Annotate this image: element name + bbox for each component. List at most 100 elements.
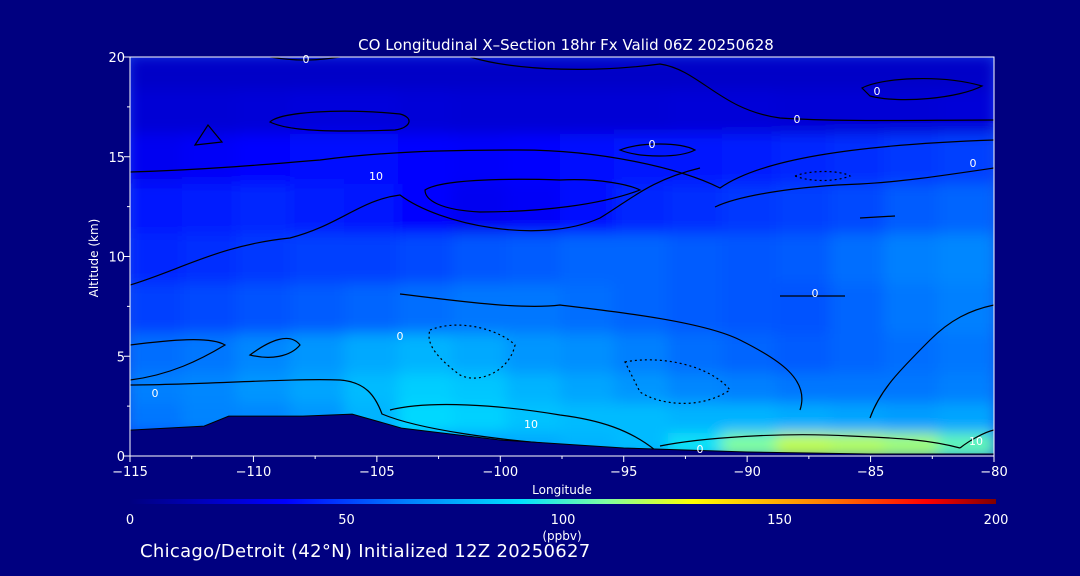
field-cell bbox=[560, 369, 618, 404]
field-cell bbox=[722, 57, 780, 89]
field-cell bbox=[452, 179, 510, 234]
field-cell bbox=[290, 369, 348, 404]
field-cell bbox=[884, 129, 942, 184]
contour-line bbox=[248, 337, 301, 358]
y-tick-label: 20 bbox=[108, 51, 125, 66]
field-cell bbox=[182, 129, 240, 184]
y-axis-label: Altitude (km) bbox=[87, 219, 101, 298]
field-cell bbox=[614, 279, 672, 334]
field-cell bbox=[506, 129, 564, 184]
field-cell bbox=[938, 179, 994, 234]
field-cell bbox=[614, 57, 672, 89]
field-cell bbox=[884, 57, 942, 89]
field-cell bbox=[830, 329, 888, 374]
field-cell bbox=[344, 329, 402, 374]
contour-label: 0 bbox=[697, 443, 704, 456]
field-cell bbox=[236, 229, 294, 284]
field-cell bbox=[614, 369, 672, 404]
field-cell bbox=[398, 129, 456, 184]
field-cell bbox=[884, 369, 942, 404]
contour-line bbox=[268, 110, 410, 132]
field-cell bbox=[290, 129, 348, 184]
field-cell bbox=[236, 129, 294, 184]
contour-line bbox=[130, 339, 227, 381]
field-cell bbox=[722, 129, 780, 184]
field-cell bbox=[290, 179, 348, 234]
colorbar-tick-label: 0 bbox=[126, 513, 134, 528]
field-cell bbox=[614, 179, 672, 234]
field-cell bbox=[236, 84, 294, 134]
contour-line-dashed bbox=[428, 324, 516, 379]
field-cell bbox=[614, 129, 672, 184]
field-cell bbox=[290, 57, 348, 89]
field-cell bbox=[560, 229, 618, 284]
contour-lines bbox=[130, 57, 994, 451]
field-cell bbox=[668, 129, 726, 184]
field-cell bbox=[938, 229, 994, 284]
field-cell bbox=[398, 229, 456, 284]
field-cell bbox=[182, 279, 240, 334]
field-cell bbox=[776, 84, 834, 134]
contour-labels: 0 0 0 0 0 0 0 0 0 10 10 10 bbox=[152, 53, 984, 456]
contour-label: 0 bbox=[812, 287, 819, 300]
contour-line bbox=[269, 57, 341, 61]
field-cell bbox=[130, 279, 186, 334]
field-cell bbox=[884, 329, 942, 374]
field-cell bbox=[668, 399, 726, 434]
contour-line bbox=[861, 78, 984, 101]
field-cell bbox=[506, 229, 564, 284]
contour-label: 10 bbox=[524, 418, 538, 431]
contour-label: 10 bbox=[369, 170, 383, 183]
field-cell bbox=[938, 84, 994, 134]
field-cell bbox=[884, 399, 942, 434]
contour-line bbox=[130, 379, 566, 446]
contour-line bbox=[130, 167, 701, 286]
contour-line bbox=[959, 429, 994, 449]
contour-label: 0 bbox=[649, 138, 656, 151]
field-cell bbox=[130, 329, 186, 374]
field-cell bbox=[398, 57, 456, 89]
field-cell bbox=[614, 229, 672, 284]
field-cell bbox=[344, 57, 402, 89]
field-cell bbox=[938, 57, 994, 89]
field-cell bbox=[938, 399, 994, 434]
field-cell bbox=[776, 369, 834, 404]
x-axis-label: Longitude bbox=[532, 483, 592, 497]
field-cell bbox=[560, 57, 618, 89]
x-tick-label: −115 bbox=[112, 465, 148, 480]
field-cell bbox=[668, 57, 726, 89]
field-cell bbox=[182, 84, 240, 134]
contour-line-dashed bbox=[793, 170, 852, 182]
field-cell bbox=[344, 179, 402, 234]
field-cell bbox=[130, 179, 186, 234]
field-cell bbox=[830, 279, 888, 334]
field-cell bbox=[452, 129, 510, 184]
field-cell bbox=[506, 57, 564, 89]
field-cell bbox=[830, 229, 888, 284]
x-tick-label: −105 bbox=[359, 465, 395, 480]
field-cell bbox=[722, 279, 780, 334]
colorbar bbox=[130, 499, 996, 504]
colorbar-tick-label: 150 bbox=[767, 513, 792, 528]
field-cell bbox=[776, 279, 834, 334]
y-tick-label: 0 bbox=[117, 450, 125, 465]
contour-label: 0 bbox=[303, 53, 310, 66]
field-cell bbox=[344, 129, 402, 184]
field-cell bbox=[884, 84, 942, 134]
contour-line bbox=[389, 403, 656, 451]
contour-label: 10 bbox=[969, 435, 983, 448]
field-cell bbox=[938, 129, 994, 184]
field-cell bbox=[668, 229, 726, 284]
field-cell bbox=[560, 84, 618, 134]
plot-area bbox=[130, 57, 994, 456]
field-cell bbox=[830, 129, 888, 184]
field-cell bbox=[130, 84, 186, 134]
field-cell bbox=[290, 279, 348, 334]
field-cell bbox=[130, 57, 186, 89]
terrain-mask bbox=[130, 413, 994, 456]
y-axis: 0 5 10 15 20 bbox=[108, 51, 130, 465]
field-cell bbox=[830, 84, 888, 134]
x-tick-label: −80 bbox=[980, 465, 1007, 480]
field-cell bbox=[830, 429, 888, 456]
